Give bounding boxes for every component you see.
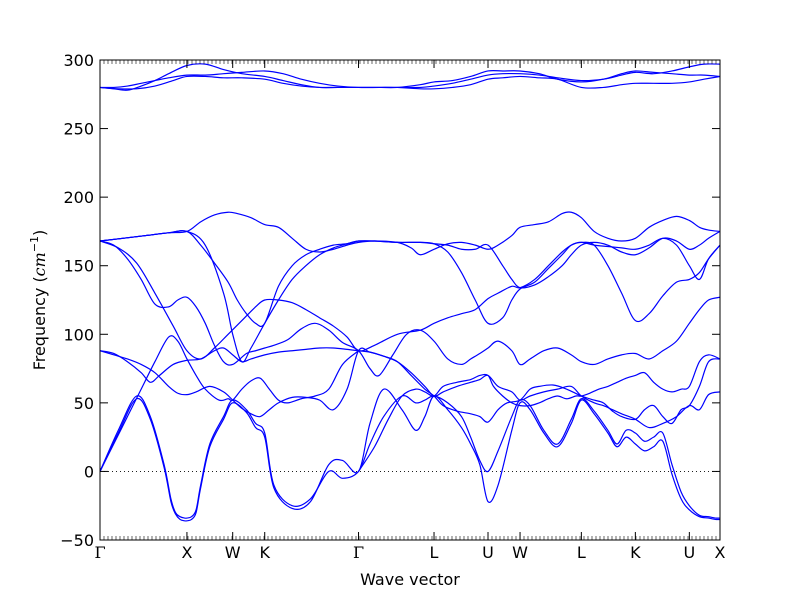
y-tick-label: 200 — [63, 188, 94, 207]
phonon-branch-4 — [100, 347, 720, 429]
x-tick-label: X — [715, 543, 726, 562]
phonon-branch-11 — [100, 211, 720, 256]
phonon-branch-8 — [100, 240, 720, 360]
x-tick-label: Γ — [353, 543, 364, 562]
x-tick-label: X — [181, 543, 192, 562]
y-tick-label: −50 — [60, 531, 94, 550]
x-tick-label: U — [683, 543, 695, 562]
dispersion-curves — [100, 63, 720, 522]
phonon-branch-1 — [100, 395, 720, 519]
x-tick-label: K — [259, 543, 270, 562]
x-tick-label: L — [577, 543, 586, 562]
x-tick-label: K — [630, 543, 641, 562]
minor-ticks — [99, 60, 721, 540]
y-tick-label: 50 — [74, 394, 94, 413]
y-tick-label: 100 — [63, 325, 94, 344]
y-axis-label-unit: cm — [30, 252, 49, 276]
x-tick-label: U — [482, 543, 494, 562]
phonon-branch-12 — [100, 75, 720, 90]
phonon-branch-13 — [100, 63, 720, 91]
phonon-branch-2 — [100, 388, 720, 522]
svg-text:Frequency (cm−1): Frequency (cm−1) — [28, 230, 49, 371]
y-tick-label: 250 — [63, 120, 94, 139]
x-tick-label: W — [225, 543, 241, 562]
y-tick-label: 150 — [63, 257, 94, 276]
y-axis-label: Frequency (cm−1) — [28, 230, 49, 371]
phonon-branch-10 — [100, 230, 720, 363]
x-tick-label: Γ — [94, 543, 105, 562]
y-axis-ticks: −50 0 50 100 150 200 250 300 — [60, 51, 720, 550]
x-axis-label: Wave vector — [360, 570, 460, 589]
x-tick-label: L — [430, 543, 439, 562]
phonon-branch-14 — [100, 63, 720, 89]
phonon-branch-7 — [100, 240, 720, 377]
phonon-branch-5 — [100, 335, 359, 472]
y-tick-label: 300 — [63, 51, 94, 70]
y-axis-label-close: ) — [30, 230, 49, 236]
y-axis-label-main: Frequency ( — [30, 276, 49, 370]
x-tick-label: W — [512, 543, 528, 562]
y-tick-label: 0 — [84, 462, 94, 481]
plot-frame — [99, 59, 721, 541]
y-axis-label-exp: −1 — [28, 236, 41, 252]
phonon-branch-6 — [358, 354, 720, 472]
